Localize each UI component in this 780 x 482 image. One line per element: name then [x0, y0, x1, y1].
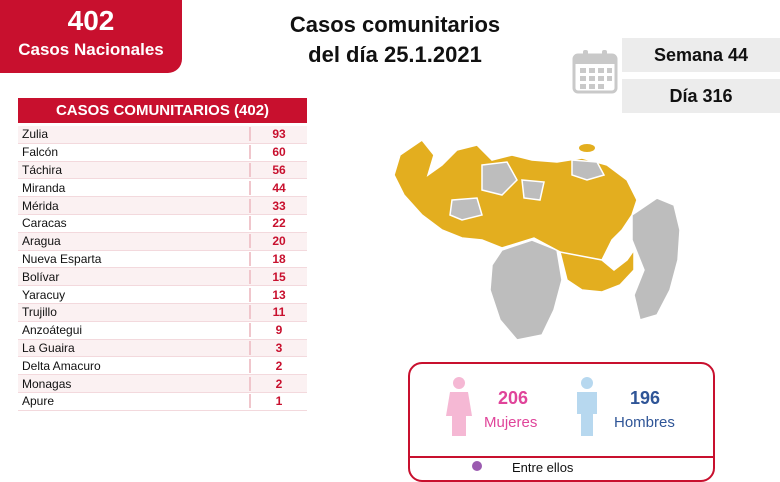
women-label: Mujeres: [484, 414, 538, 431]
week-indicator: Semana 44: [622, 38, 780, 72]
table-row: Monagas 2: [18, 375, 307, 393]
state-name: Yaracuy: [22, 287, 66, 302]
table-row: Yaracuy 13: [18, 286, 307, 304]
state-name: Zulia: [22, 127, 49, 142]
state-value: 93: [249, 127, 307, 142]
venezuela-map: [393, 138, 681, 341]
state-value: 22: [249, 216, 307, 231]
national-cases-count: 402: [67, 5, 115, 36]
table-row: Aragua 20: [18, 232, 307, 251]
title-line-2: del día 25.1.2021: [308, 42, 482, 67]
map-region-nueva-esparta: [579, 144, 595, 152]
state-value: 11: [249, 305, 307, 320]
state-value: 20: [249, 234, 307, 249]
bullet-icon: [472, 461, 482, 471]
table-row: Anzoátegui 9: [18, 321, 307, 340]
state-name: Mérida: [22, 198, 59, 213]
table-row: Mérida 33: [18, 197, 307, 215]
men-label: Hombres: [614, 414, 675, 431]
state-value: 3: [249, 340, 307, 355]
state-value: 56: [249, 162, 307, 177]
man-icon: [577, 377, 597, 436]
state-name: Aragua: [22, 234, 61, 249]
map-region-sucre: [571, 159, 606, 181]
state-name: Bolívar: [22, 269, 60, 284]
table-row: Falcón 60: [18, 143, 307, 162]
state-value: 15: [249, 269, 307, 284]
state-value: 1: [249, 394, 307, 409]
state-value: 18: [249, 251, 307, 266]
day-indicator: Día 316: [622, 79, 780, 113]
table-row: Apure 1: [18, 392, 307, 411]
map-region-barinas: [449, 197, 483, 221]
table-row: La Guaira 3: [18, 339, 307, 358]
map-region-lara: [481, 161, 518, 196]
state-name: Anzoátegui: [22, 323, 83, 338]
state-value: 60: [249, 145, 307, 160]
state-value: 2: [249, 358, 307, 373]
state-name: Trujillo: [22, 305, 57, 320]
state-value: 9: [249, 323, 307, 338]
page-title: Casos comunitarios del día 25.1.2021: [255, 10, 535, 70]
state-name: Caracas: [22, 216, 67, 231]
table-row: Miranda 44: [18, 179, 307, 198]
national-cases-badge: 402 Casos Nacionales: [0, 0, 182, 73]
state-name: Miranda: [22, 180, 66, 195]
state-name: Nueva Esparta: [22, 251, 102, 266]
state-name: Táchira: [22, 162, 63, 177]
women-count: 206: [498, 388, 529, 408]
map-region-cojedes: [521, 179, 545, 201]
state-name: Monagas: [22, 376, 72, 391]
state-name: Apure: [22, 394, 55, 409]
cases-table-header: CASOS COMUNITARIOS (402): [18, 98, 307, 123]
title-line-1: Casos comunitarios: [289, 12, 501, 37]
gender-breakdown-card: 206 Mujeres 196 Hombres Entre ellos: [408, 362, 715, 482]
table-row: Zulia 93: [18, 126, 307, 144]
map-region-delta: [631, 197, 681, 321]
state-name: Falcón: [22, 145, 59, 160]
table-row: Trujillo 11: [18, 303, 307, 322]
state-value: 2: [249, 376, 307, 391]
divider: [410, 456, 713, 458]
state-value: 33: [249, 198, 307, 213]
map-region-bolivar: [558, 247, 635, 293]
map-region-amazonas: [489, 239, 563, 341]
state-value: 13: [249, 287, 307, 302]
woman-icon: [446, 377, 472, 436]
state-value: 44: [249, 180, 307, 195]
national-cases-label: Casos Nacionales: [18, 40, 164, 59]
table-row: Bolívar 15: [18, 268, 307, 287]
table-row: Táchira 56: [18, 161, 307, 180]
note-text: Entre ellos: [512, 460, 574, 475]
table-row: Nueva Esparta 18: [18, 250, 307, 269]
state-name: Delta Amacuro: [22, 358, 101, 373]
table-row: Delta Amacuro 2: [18, 357, 307, 376]
cases-table: Zulia 93 Falcón 60 Táchira 56 Miranda 44 Mér…: [18, 126, 307, 411]
calendar-icon: [572, 50, 618, 94]
state-name: La Guaira: [22, 340, 75, 355]
men-count: 196: [630, 388, 661, 408]
table-row: Caracas 22: [18, 214, 307, 233]
